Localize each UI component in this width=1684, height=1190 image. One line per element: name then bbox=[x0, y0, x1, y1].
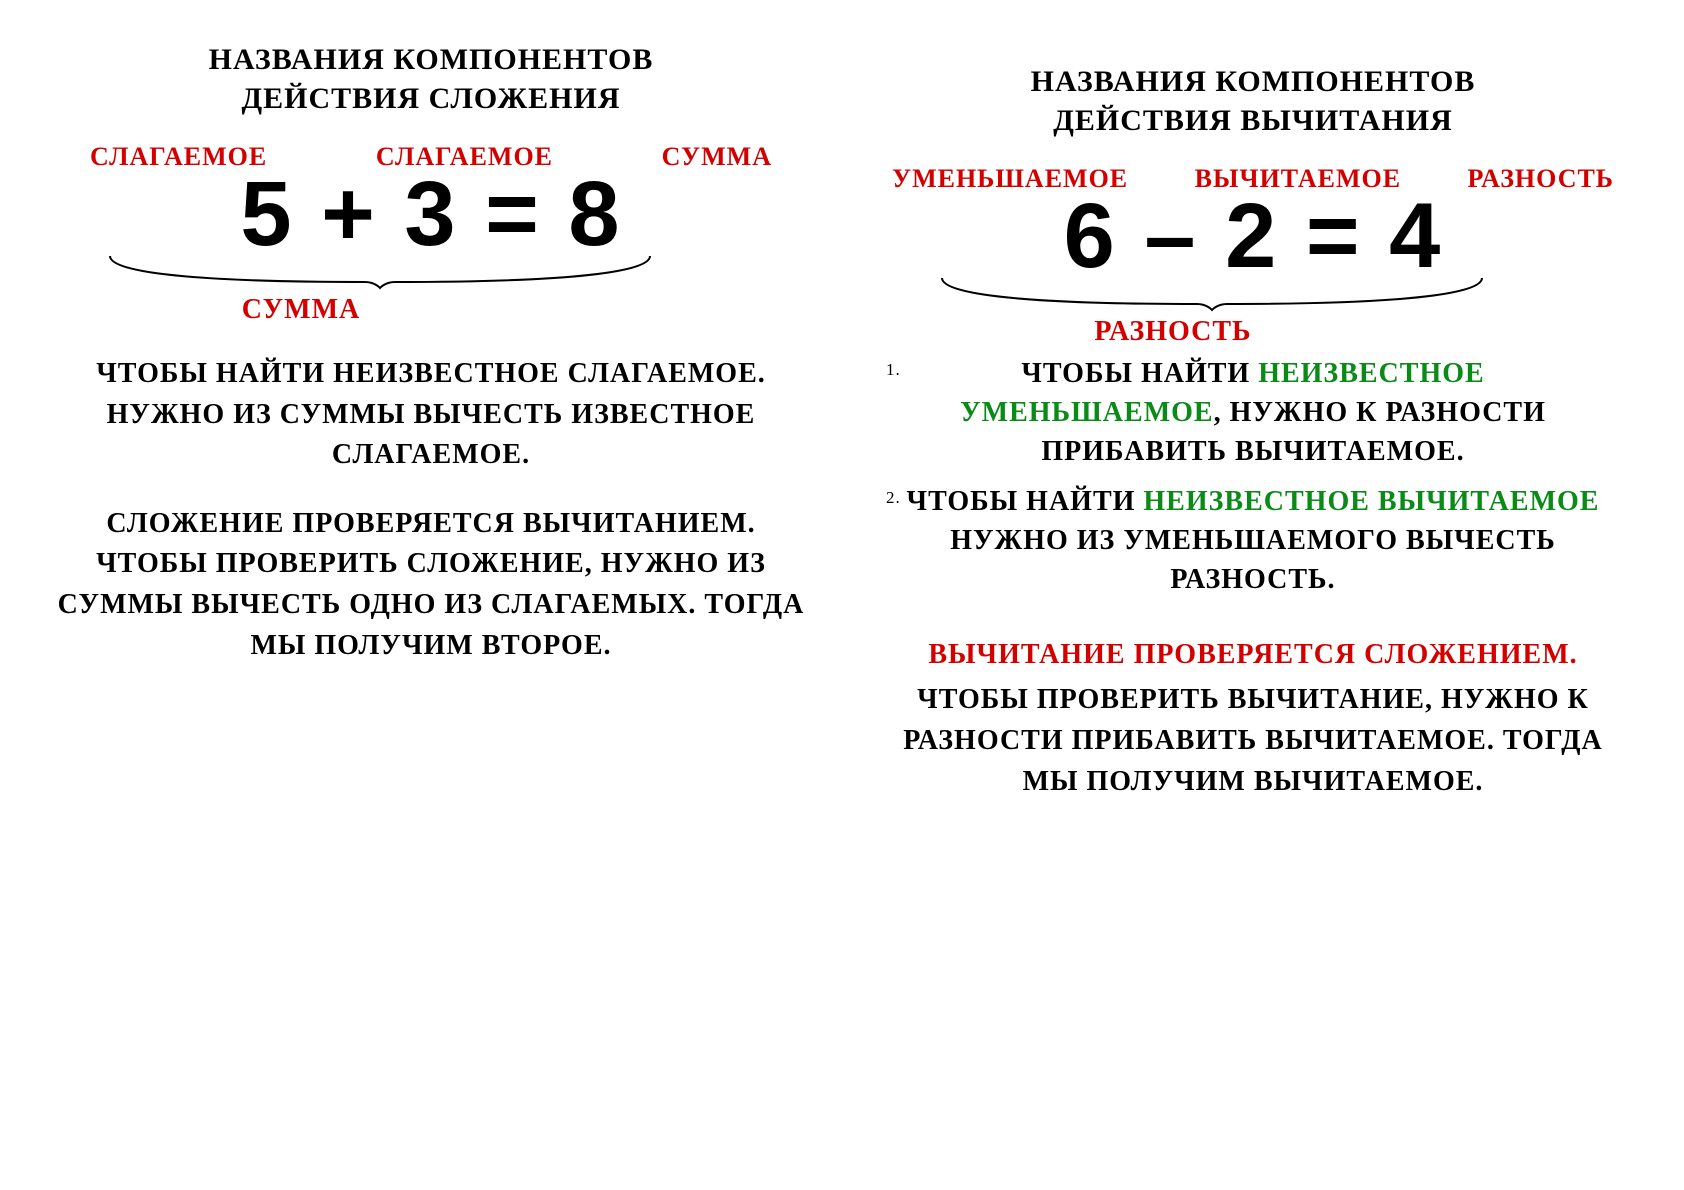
rule-text-highlight: НЕИЗВЕСТНОЕ ВЫЧИТАЕМОЕ bbox=[1143, 486, 1599, 517]
addition-check: СЛОЖЕНИЕ ПРОВЕРЯЕТСЯ ВЫЧИТАНИЕМ. ЧТОБЫ П… bbox=[50, 504, 812, 666]
subtraction-title-line1: НАЗВАНИЯ КОМПОНЕНТОВ bbox=[1031, 65, 1476, 98]
list-number: 2. bbox=[886, 486, 901, 510]
addition-brace-icon bbox=[100, 254, 660, 290]
addition-brace-label: СУММА bbox=[50, 294, 812, 326]
rule-text-post: НУЖНО ИЗ УМЕНЬШАЕМОГО ВЫЧЕСТЬ РАЗНОСТЬ. bbox=[950, 525, 1556, 595]
rule-text-pre: ЧТОБЫ НАЙТИ bbox=[1021, 358, 1258, 389]
subtraction-rule-2: 2. ЧТОБЫ НАЙТИ НЕИЗВЕСТНОЕ ВЫЧИТАЕМОЕ НУ… bbox=[872, 482, 1634, 600]
addition-panel: НАЗВАНИЯ КОМПОНЕНТОВ ДЕЙСТВИЯ СЛОЖЕНИЯ С… bbox=[50, 40, 842, 1150]
list-number: 1. bbox=[886, 358, 901, 382]
subtraction-brace-label: РАЗНОСТЬ bbox=[872, 316, 1634, 348]
addition-title-line2: ДЕЙСТВИЯ СЛОЖЕНИЯ bbox=[241, 82, 620, 115]
subtraction-brace-icon bbox=[932, 276, 1492, 312]
subtraction-check: ЧТОБЫ ПРОВЕРИТЬ ВЫЧИТАНИЕ, НУЖНО К РАЗНО… bbox=[872, 680, 1634, 802]
subtraction-title-line2: ДЕЙСТВИЯ ВЫЧИТАНИЯ bbox=[1053, 104, 1453, 137]
rule-text-pre: ЧТОБЫ НАЙТИ bbox=[907, 486, 1144, 517]
subtraction-rules: 1. ЧТОБЫ НАЙТИ НЕИЗВЕСТНОЕ УМЕНЬШАЕМОЕ, … bbox=[872, 354, 1634, 609]
addition-title-line1: НАЗВАНИЯ КОМПОНЕНТОВ bbox=[209, 43, 654, 76]
subtraction-rule-1: 1. ЧТОБЫ НАЙТИ НЕИЗВЕСТНОЕ УМЕНЬШАЕМОЕ, … bbox=[872, 354, 1634, 472]
subtraction-equation: 6 – 2 = 4 bbox=[872, 190, 1634, 282]
addition-equation: 5 + 3 = 8 bbox=[50, 168, 812, 260]
subtraction-panel: НАЗВАНИЯ КОМПОНЕНТОВ ДЕЙСТВИЯ ВЫЧИТАНИЯ … bbox=[842, 40, 1634, 1150]
addition-rule: ЧТОБЫ НАЙТИ НЕИЗВЕСТНОЕ СЛАГАЕМОЕ. НУЖНО… bbox=[50, 354, 812, 476]
subtraction-check-title: ВЫЧИТАНИЕ ПРОВЕРЯЕТСЯ СЛОЖЕНИЕМ. bbox=[928, 635, 1577, 674]
addition-title: НАЗВАНИЯ КОМПОНЕНТОВ ДЕЙСТВИЯ СЛОЖЕНИЯ bbox=[209, 40, 654, 118]
subtraction-title: НАЗВАНИЯ КОМПОНЕНТОВ ДЕЙСТВИЯ ВЫЧИТАНИЯ bbox=[1031, 62, 1476, 140]
